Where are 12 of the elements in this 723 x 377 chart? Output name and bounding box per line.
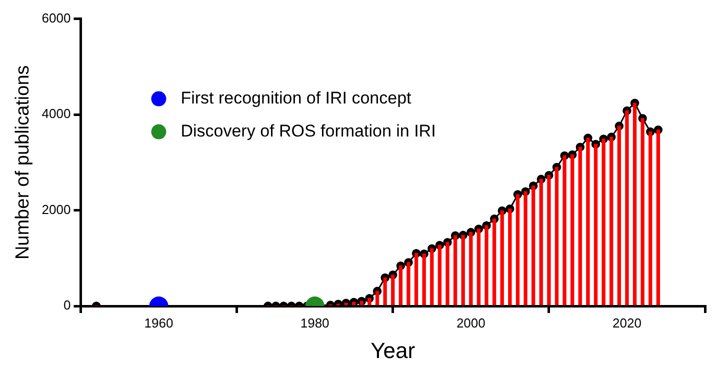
- x-tick-label: 1980: [300, 315, 330, 330]
- y-tick-label: 2000: [42, 202, 71, 217]
- legend-label: First recognition of IRI concept: [180, 88, 412, 108]
- y-tick-label: 4000: [42, 106, 71, 122]
- legend-label: Discovery of ROS formation in IRI: [180, 121, 436, 140]
- x-axis-title: Year: [370, 338, 416, 363]
- x-tick-label: 2020: [612, 315, 642, 330]
- y-tick-label: 6000: [42, 10, 71, 26]
- y-tick-label: 0: [63, 298, 71, 313]
- x-tick-label: 2000: [456, 315, 486, 330]
- y-axis-title: Number of publications: [12, 65, 34, 260]
- x-tick-label: 1960: [144, 315, 174, 330]
